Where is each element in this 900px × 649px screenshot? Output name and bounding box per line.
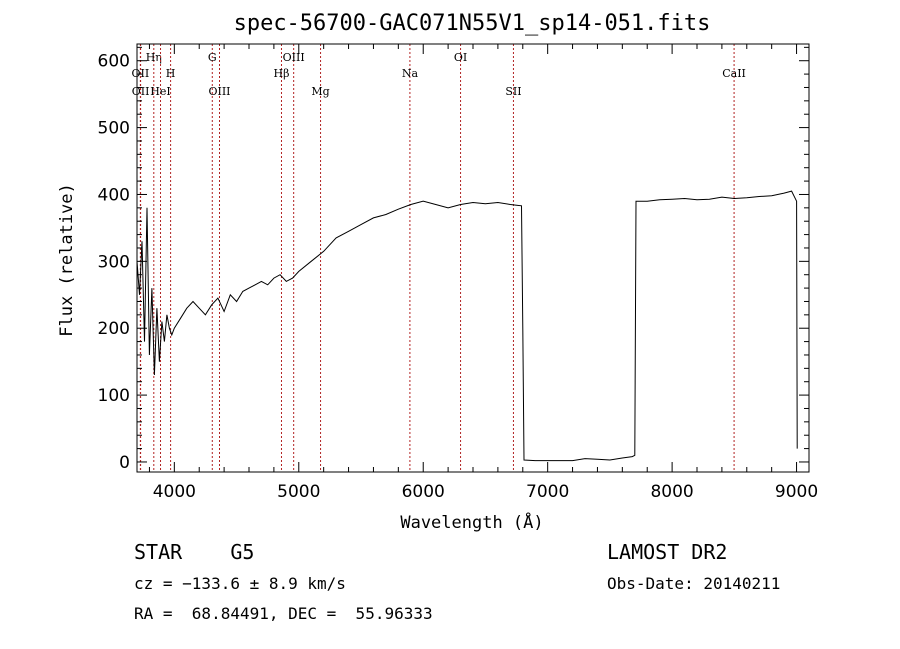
x-tick-label: 6000 — [402, 482, 445, 502]
line-marker-label: Mg — [311, 85, 329, 98]
y-tick-label: 200 — [98, 319, 130, 339]
x-tick-label: 9000 — [775, 482, 818, 502]
x-tick-label: 4000 — [153, 482, 196, 502]
line-marker-label: OIII — [208, 85, 230, 98]
plot-frame — [136, 43, 810, 473]
x-tick-label: 5000 — [277, 482, 320, 502]
line-marker-label: CaII — [722, 67, 746, 80]
coordinates-text: RA = 68.84491, DEC = 55.96333 — [134, 604, 433, 623]
line-marker-label: SII — [505, 85, 521, 98]
y-tick-label: 0 — [119, 453, 130, 473]
spectrum-line-0 — [136, 190, 798, 462]
line-marker-label: Hβ — [274, 67, 290, 80]
object-class: STAR G5 — [134, 540, 255, 564]
line-marker-label: H — [166, 67, 176, 80]
x-tick-label: 8000 — [650, 482, 693, 502]
redshift-text: cz = −133.6 ± 8.9 km/s — [134, 574, 346, 593]
line-marker-label: HeI — [150, 85, 170, 98]
line-marker-label: OIII — [283, 51, 305, 64]
line-marker-label: G — [208, 51, 217, 64]
axis-ticks: 4000 5000 6000 7000 8000 9000 0 100 200 300 400 500… — [98, 44, 818, 502]
line-marker-label: Hη — [146, 51, 162, 64]
chart-title: spec-56700-GAC071N55V1_sp14-051.fits — [234, 11, 711, 36]
x-tick-label: 7000 — [526, 482, 569, 502]
line-marker-label: Na — [402, 67, 419, 80]
survey-label: LAMOST DR2 — [607, 540, 728, 564]
y-tick-label: 600 — [98, 52, 130, 72]
obs-date-text: Obs-Date: 20140211 — [607, 574, 781, 593]
line-marker-label: OII — [132, 85, 150, 98]
x-axis-label: Wavelength (Å) — [400, 511, 543, 533]
y-tick-label: 300 — [98, 252, 130, 272]
y-tick-label: 500 — [98, 119, 130, 139]
y-tick-label: 400 — [98, 185, 130, 205]
line-marker-label: OI — [454, 51, 467, 64]
y-tick-label: 100 — [98, 386, 130, 406]
y-axis-label: Flux (relative) — [57, 183, 77, 337]
spectrum-series — [136, 190, 798, 462]
